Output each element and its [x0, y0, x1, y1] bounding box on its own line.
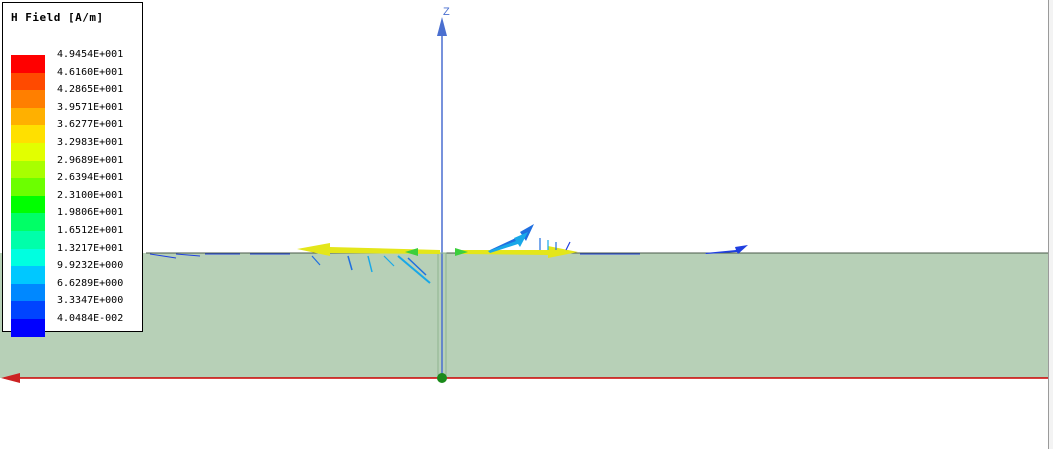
legend-value-label: 3.3347E+000 — [57, 295, 124, 307]
z-axis-label: Z — [443, 6, 450, 18]
legend-value-label: 2.9689E+001 — [57, 154, 124, 166]
field-arrow-cyan-3 — [407, 257, 427, 276]
legend-swatch — [11, 55, 45, 73]
legend-value-label: 2.6394E+001 — [57, 172, 124, 184]
field-arrow-cyan-4 — [367, 255, 373, 273]
z-axis-arrowhead — [437, 17, 447, 36]
field-arrow-blue-2 — [705, 245, 748, 254]
legend-swatch — [11, 125, 45, 144]
legend-swatch — [11, 213, 45, 232]
legend-value-label: 4.6160E+001 — [57, 66, 124, 78]
field-arrow-small-2 — [175, 253, 201, 257]
legend-value-label: 3.9571E+001 — [57, 101, 124, 113]
field-arrow-yellow-left — [297, 243, 440, 256]
legend-swatch — [11, 301, 45, 320]
field-arrow-green-2 — [455, 248, 468, 256]
legend-title: H Field [A/m] — [11, 11, 104, 24]
field-arrow-green-1 — [405, 248, 418, 256]
field-arrow-cyan-6 — [311, 255, 321, 266]
legend-swatch — [11, 143, 45, 161]
legend-swatch — [11, 160, 45, 179]
field-arrow-yellow-right — [462, 246, 578, 258]
viewport-right-border — [1048, 0, 1053, 449]
legend-swatch — [11, 178, 45, 197]
legend-swatch — [11, 283, 45, 302]
legend-value-label: 9.9232E+000 — [57, 260, 124, 272]
field-arrow-cyan-1 — [488, 232, 528, 253]
legend-swatch — [11, 90, 45, 109]
legend-swatch — [11, 72, 45, 91]
legend-swatch — [11, 195, 45, 214]
legend-value-label: 1.3217E+001 — [57, 242, 124, 254]
x-axis-arrowhead — [1, 373, 20, 383]
legend-value-label: 2.3100E+001 — [57, 189, 124, 201]
legend-value-label: 6.6289E+000 — [57, 277, 124, 289]
legend-value-label: 4.9454E+001 — [57, 49, 124, 60]
legend-swatch — [11, 248, 45, 267]
legend-swatch — [11, 266, 45, 285]
legend-value-label: 3.2983E+001 — [57, 137, 124, 148]
field-arrow-cyan-5 — [347, 255, 353, 271]
legend-swatch — [11, 107, 45, 126]
legend-swatch — [11, 231, 45, 249]
legend-value-label: 1.9806E+001 — [57, 207, 124, 219]
field-arrow-small-1 — [149, 253, 177, 259]
field-arrow-cyan-7 — [383, 255, 395, 267]
field-arrow-cyan-2 — [397, 255, 431, 284]
legend-value-label: 4.0484E-002 — [57, 313, 124, 324]
legend-value-label: 4.2865E+001 — [57, 84, 124, 96]
color-legend: H Field [A/m] 4.9454E+001 4.6160E+001 4.28… — [2, 2, 143, 337]
legend-value-label: 1.6512E+001 — [57, 225, 124, 236]
substrate-block — [0, 253, 1048, 378]
field-vectors — [149, 224, 748, 284]
field-arrow-small-9 — [565, 241, 571, 251]
legend-swatch — [11, 319, 45, 337]
legend-value-label: 3.6277E+001 — [57, 119, 124, 131]
field-arrow-blue-1 — [490, 224, 534, 252]
origin-marker — [437, 373, 447, 383]
